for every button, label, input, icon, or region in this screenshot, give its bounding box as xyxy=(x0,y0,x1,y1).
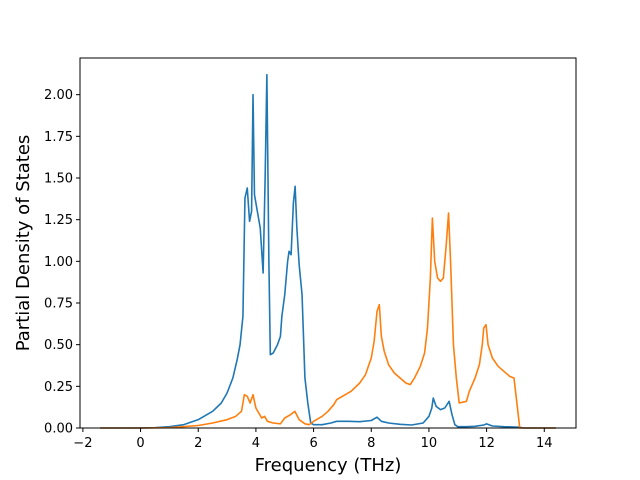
y-tick-label: 0.50 xyxy=(44,338,73,353)
y-tick-label: 2.00 xyxy=(44,88,73,103)
x-tick-label: 0 xyxy=(136,436,144,451)
x-tick-label: 2 xyxy=(194,436,202,451)
x-tick-label: 6 xyxy=(309,436,317,451)
x-tick-label: 10 xyxy=(421,436,438,451)
x-tick-label: 12 xyxy=(478,436,495,451)
y-axis: 0.00 0.25 0.50 0.75 1.00 1.25 1.50 1.75 2.00 xyxy=(44,88,80,437)
series-line-1 xyxy=(100,73,556,429)
x-tick-label: 14 xyxy=(536,436,553,451)
y-tick-label: 0.25 xyxy=(44,380,73,395)
series-line-2 xyxy=(100,212,556,429)
y-tick-label: 1.00 xyxy=(44,255,73,270)
x-tick-label: 4 xyxy=(252,436,260,451)
plot-frame xyxy=(79,57,577,429)
series-layer xyxy=(100,73,556,429)
y-tick-label: 1.75 xyxy=(44,130,73,145)
plot-background xyxy=(80,58,576,428)
y-tick-label: 1.25 xyxy=(44,213,73,228)
y-tick-label: 0.00 xyxy=(44,422,73,437)
x-tick-label: 8 xyxy=(367,436,375,451)
x-axis-label: Frequency (THz) xyxy=(255,455,402,476)
y-tick-label: 1.50 xyxy=(44,172,73,187)
x-axis: −2 0 2 4 6 8 10 12 14 xyxy=(73,428,553,451)
y-axis-label: Partial Density of States xyxy=(13,135,34,352)
x-tick-label: −2 xyxy=(73,436,92,451)
y-tick-label: 0.75 xyxy=(44,297,73,312)
